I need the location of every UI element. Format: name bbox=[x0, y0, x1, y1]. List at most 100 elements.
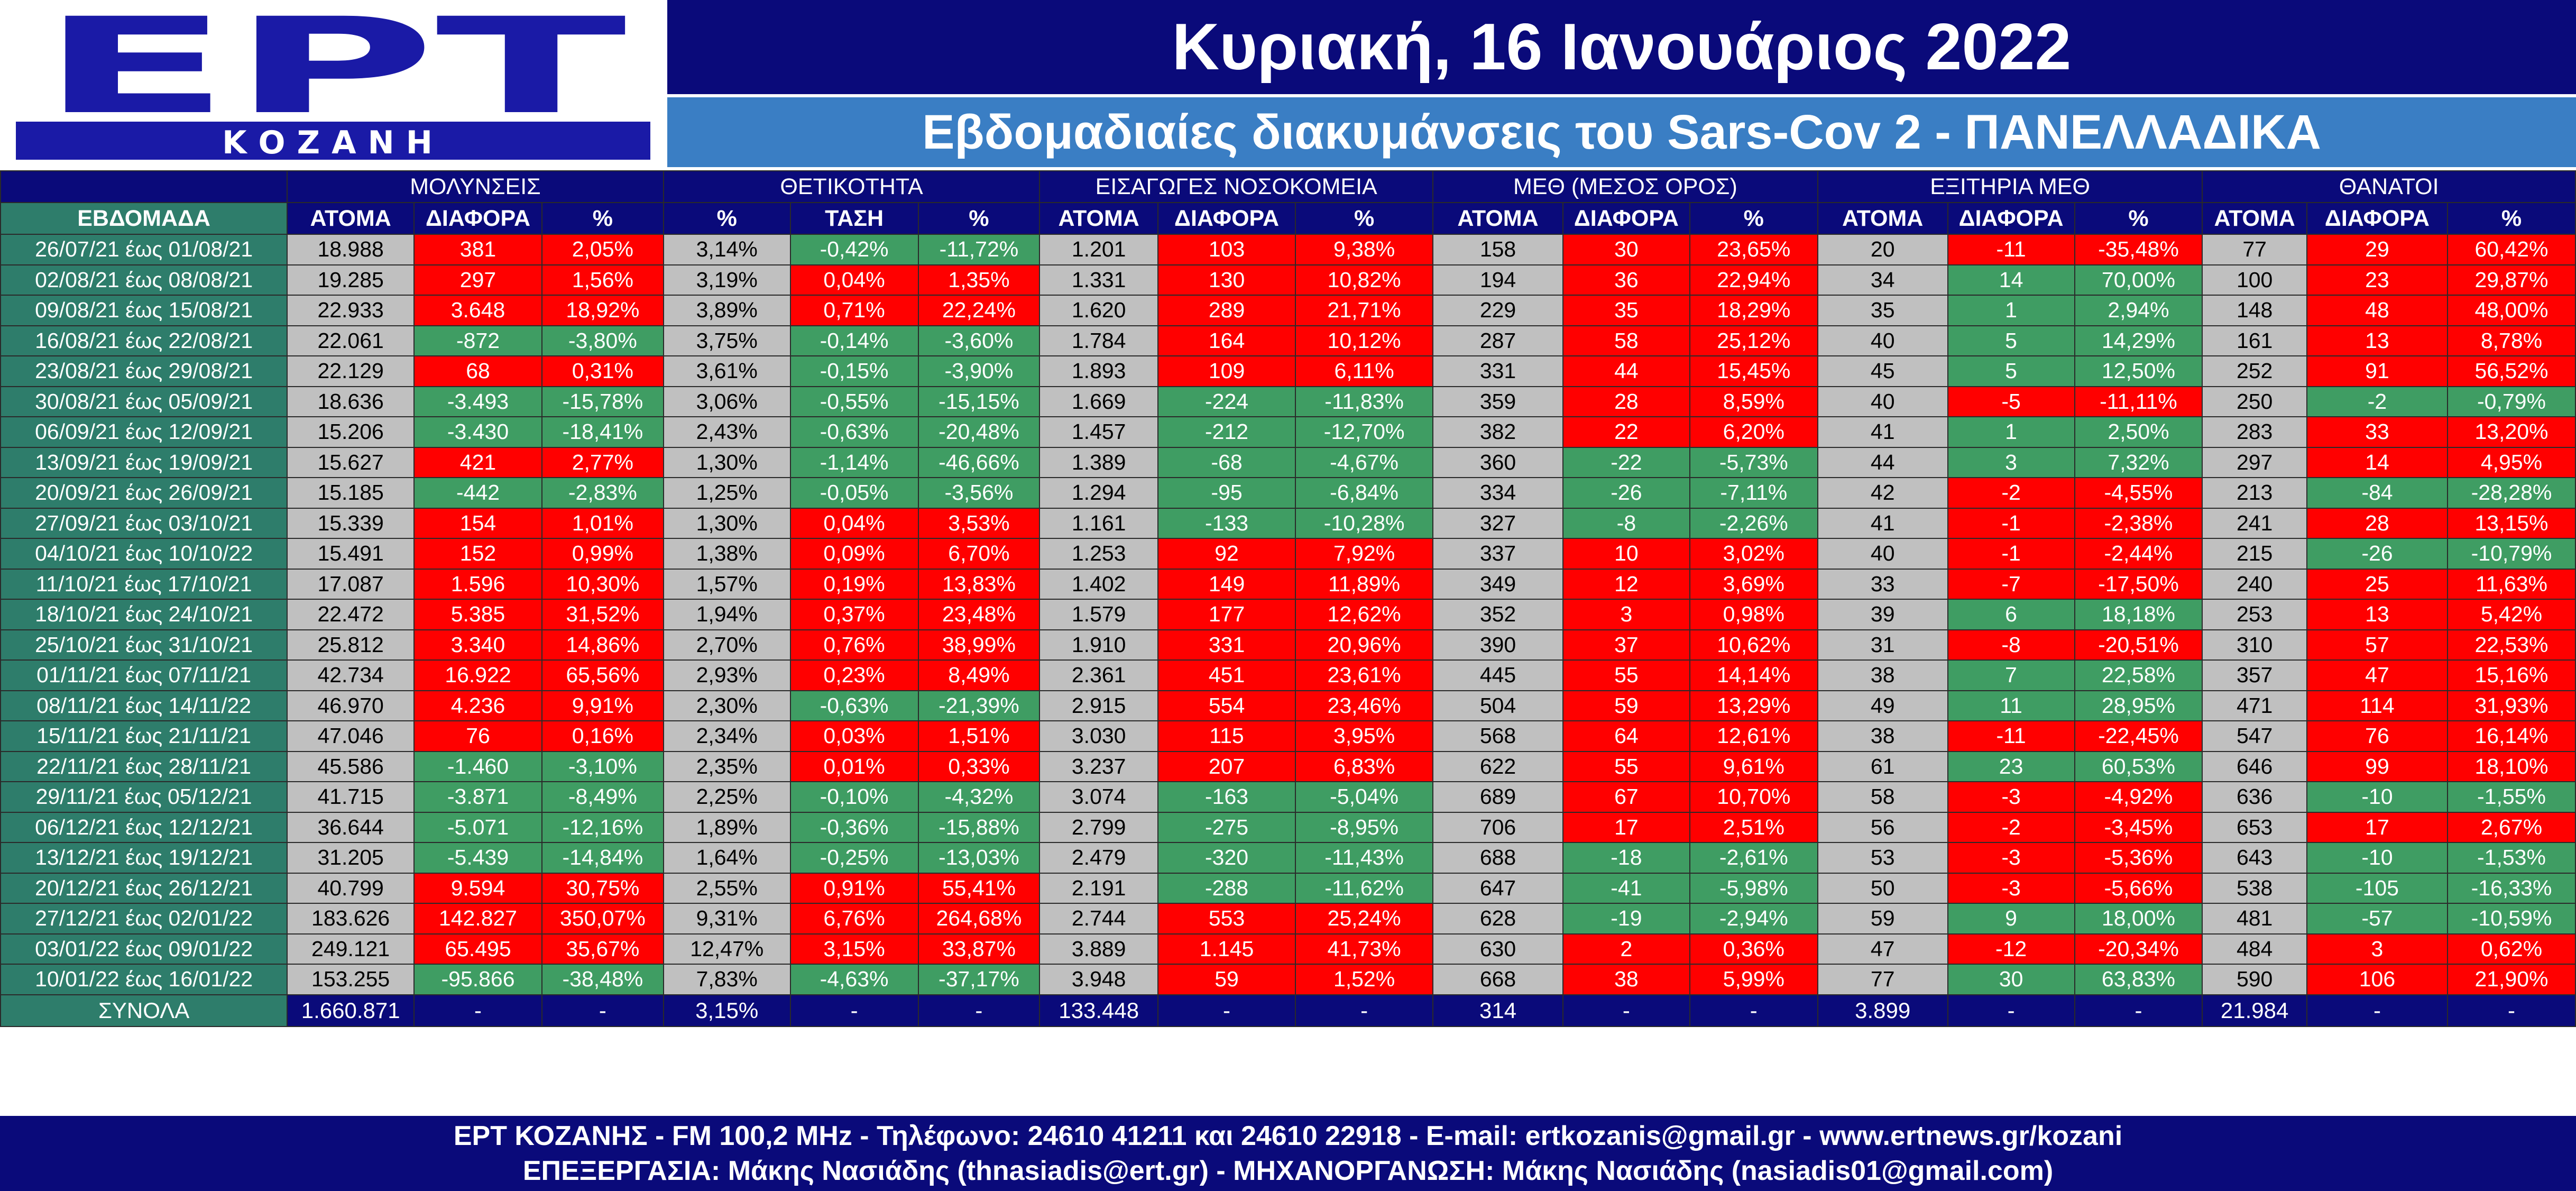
data-cell: 445 bbox=[1432, 659, 1563, 691]
table-row: 25/10/21 έως 31/10/21 25.812 3.340 14,86% 2,… bbox=[0, 629, 2576, 661]
week-cell: 03/01/22 έως 09/01/22 bbox=[0, 933, 288, 965]
data-cell: -84 bbox=[2306, 477, 2448, 509]
data-cell: 481 bbox=[2202, 903, 2307, 935]
data-cell: -22,45% bbox=[2074, 720, 2203, 752]
data-cell: 9,61% bbox=[1689, 750, 1818, 782]
data-cell: 2,51% bbox=[1689, 811, 1818, 843]
data-cell: 44 bbox=[1562, 355, 1690, 387]
data-cell: 553 bbox=[1157, 903, 1296, 935]
data-cell: 58 bbox=[1817, 781, 1948, 813]
data-cell: 13,83% bbox=[917, 568, 1041, 600]
data-cell: 3.030 bbox=[1039, 720, 1159, 752]
week-cell: 13/09/21 έως 19/09/21 bbox=[0, 446, 288, 478]
data-cell: 0,01% bbox=[789, 750, 919, 782]
table-row: 01/11/21 έως 07/11/21 42.734 16.922 65,56% 2… bbox=[0, 659, 2576, 691]
data-cell: 3,61% bbox=[663, 355, 791, 387]
data-cell: -57 bbox=[2306, 903, 2448, 935]
data-cell: -3,90% bbox=[917, 355, 1041, 387]
data-cell: 689 bbox=[1432, 781, 1563, 813]
data-cell: 76 bbox=[2306, 720, 2448, 752]
data-cell: 668 bbox=[1432, 964, 1563, 995]
data-cell: -212 bbox=[1157, 416, 1296, 448]
data-cell: 22,53% bbox=[2446, 629, 2576, 661]
week-cell: 06/09/21 έως 12/09/21 bbox=[0, 416, 288, 448]
totals-cell: - bbox=[917, 994, 1041, 1027]
data-cell: 297 bbox=[2202, 446, 2307, 478]
table-row: 04/10/21 έως 10/10/22 15.491 152 0,99% 1,38%… bbox=[0, 538, 2576, 570]
data-cell: 17.087 bbox=[287, 568, 415, 600]
data-cell: 2,34% bbox=[663, 720, 791, 752]
data-cell: 3,89% bbox=[663, 295, 791, 326]
data-cell: -5.439 bbox=[413, 842, 542, 874]
data-cell: 0,76% bbox=[789, 629, 919, 661]
data-cell: 349 bbox=[1432, 568, 1563, 600]
data-cell: 91 bbox=[2306, 355, 2448, 387]
table-row: 06/09/21 έως 12/09/21 15.206 -3.430 -18,41%… bbox=[0, 416, 2576, 448]
data-cell: -41 bbox=[1562, 872, 1690, 904]
ert-logo-graphic: ΕΡΤ ΚΟΖΑΝΗ bbox=[16, 0, 650, 161]
data-cell: 1.201 bbox=[1039, 234, 1159, 265]
data-cell: 3,19% bbox=[663, 264, 791, 296]
data-cell: -0,14% bbox=[789, 325, 919, 356]
data-cell: 451 bbox=[1157, 659, 1296, 691]
data-cell: 47 bbox=[1817, 933, 1948, 965]
data-cell: 484 bbox=[2202, 933, 2307, 965]
data-cell: 1.331 bbox=[1039, 264, 1159, 296]
data-cell: 15,16% bbox=[2446, 659, 2576, 691]
data-cell: 60,42% bbox=[2446, 234, 2576, 265]
data-cell: 10,62% bbox=[1689, 629, 1818, 661]
data-cell: -37,17% bbox=[917, 964, 1041, 995]
data-cell: -5.071 bbox=[413, 811, 542, 843]
group-header-row: ΜΟΛΥΝΣΕΙΣ ΘΕΤΙΚΟΤΗΤΑ ΕΙΣΑΓΩΓΕΣ ΝΟΣΟΚΟΜΕΙ… bbox=[0, 170, 2576, 203]
data-cell: 106 bbox=[2306, 964, 2448, 995]
data-cell: 28 bbox=[2306, 507, 2448, 539]
week-cell: 08/11/21 έως 14/11/22 bbox=[0, 690, 288, 721]
data-cell: 331 bbox=[1432, 355, 1563, 387]
data-cell: 19.285 bbox=[287, 264, 415, 296]
data-cell: 6,11% bbox=[1295, 355, 1434, 387]
totals-label: ΣΥΝΟΛΑ bbox=[0, 994, 288, 1027]
week-column-header: ΕΒΔΟΜΑΔΑ bbox=[0, 202, 288, 235]
column-header: ΑΤΟΜΑ bbox=[2202, 202, 2307, 235]
week-cell: 16/08/21 έως 22/08/21 bbox=[0, 325, 288, 356]
data-cell: 1,51% bbox=[917, 720, 1041, 752]
data-cell: 250 bbox=[2202, 386, 2307, 417]
data-cell: 331 bbox=[1157, 629, 1296, 661]
data-cell: 35 bbox=[1562, 295, 1690, 326]
data-cell: -442 bbox=[413, 477, 542, 509]
data-cell: 213 bbox=[2202, 477, 2307, 509]
week-cell: 25/10/21 έως 31/10/21 bbox=[0, 629, 288, 661]
data-cell: -1 bbox=[1947, 538, 2075, 570]
data-cell: 158 bbox=[1432, 234, 1563, 265]
data-cell: -3 bbox=[1947, 781, 2075, 813]
table-row: 18/10/21 έως 24/10/21 22.472 5.385 31,52% 1,… bbox=[0, 599, 2576, 630]
data-cell: 1,30% bbox=[663, 507, 791, 539]
data-cell: 0,37% bbox=[789, 599, 919, 630]
data-cell: 194 bbox=[1432, 264, 1563, 296]
data-cell: 1,38% bbox=[663, 538, 791, 570]
data-cell: 9,91% bbox=[541, 690, 664, 721]
data-cell: 40 bbox=[1817, 325, 1948, 356]
data-cell: 241 bbox=[2202, 507, 2307, 539]
data-cell: 41 bbox=[1817, 507, 1948, 539]
data-cell: 56,52% bbox=[2446, 355, 2576, 387]
data-cell: 653 bbox=[2202, 811, 2307, 843]
page-subtitle: Εβδομαδιαίες διακυμάνσεις του Sars-Cov 2… bbox=[667, 97, 2576, 167]
week-cell: 09/08/21 έως 15/08/21 bbox=[0, 295, 288, 326]
data-cell: 30 bbox=[1562, 234, 1690, 265]
data-cell: 63,83% bbox=[2074, 964, 2203, 995]
data-cell: 10,82% bbox=[1295, 264, 1434, 296]
data-cell: 643 bbox=[2202, 842, 2307, 874]
data-cell: 47.046 bbox=[287, 720, 415, 752]
data-cell: -12,16% bbox=[541, 811, 664, 843]
table-row: 11/10/21 έως 17/10/21 17.087 1.596 10,30% 1,… bbox=[0, 568, 2576, 600]
data-cell: 45 bbox=[1817, 355, 1948, 387]
table-row: 20/09/21 έως 26/09/21 15.185 -442 -2,83% 1,2… bbox=[0, 477, 2576, 509]
data-cell: 1.402 bbox=[1039, 568, 1159, 600]
data-cell: 40.799 bbox=[287, 872, 415, 904]
data-cell: -8 bbox=[1562, 507, 1690, 539]
data-cell: 13,15% bbox=[2446, 507, 2576, 539]
data-cell: 9,38% bbox=[1295, 234, 1434, 265]
data-cell: 15.206 bbox=[287, 416, 415, 448]
data-cell: 2.191 bbox=[1039, 872, 1159, 904]
